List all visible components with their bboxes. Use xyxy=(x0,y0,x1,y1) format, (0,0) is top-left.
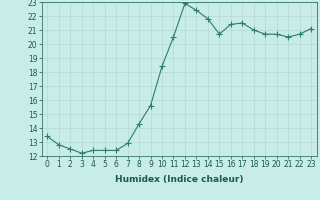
X-axis label: Humidex (Indice chaleur): Humidex (Indice chaleur) xyxy=(115,175,244,184)
